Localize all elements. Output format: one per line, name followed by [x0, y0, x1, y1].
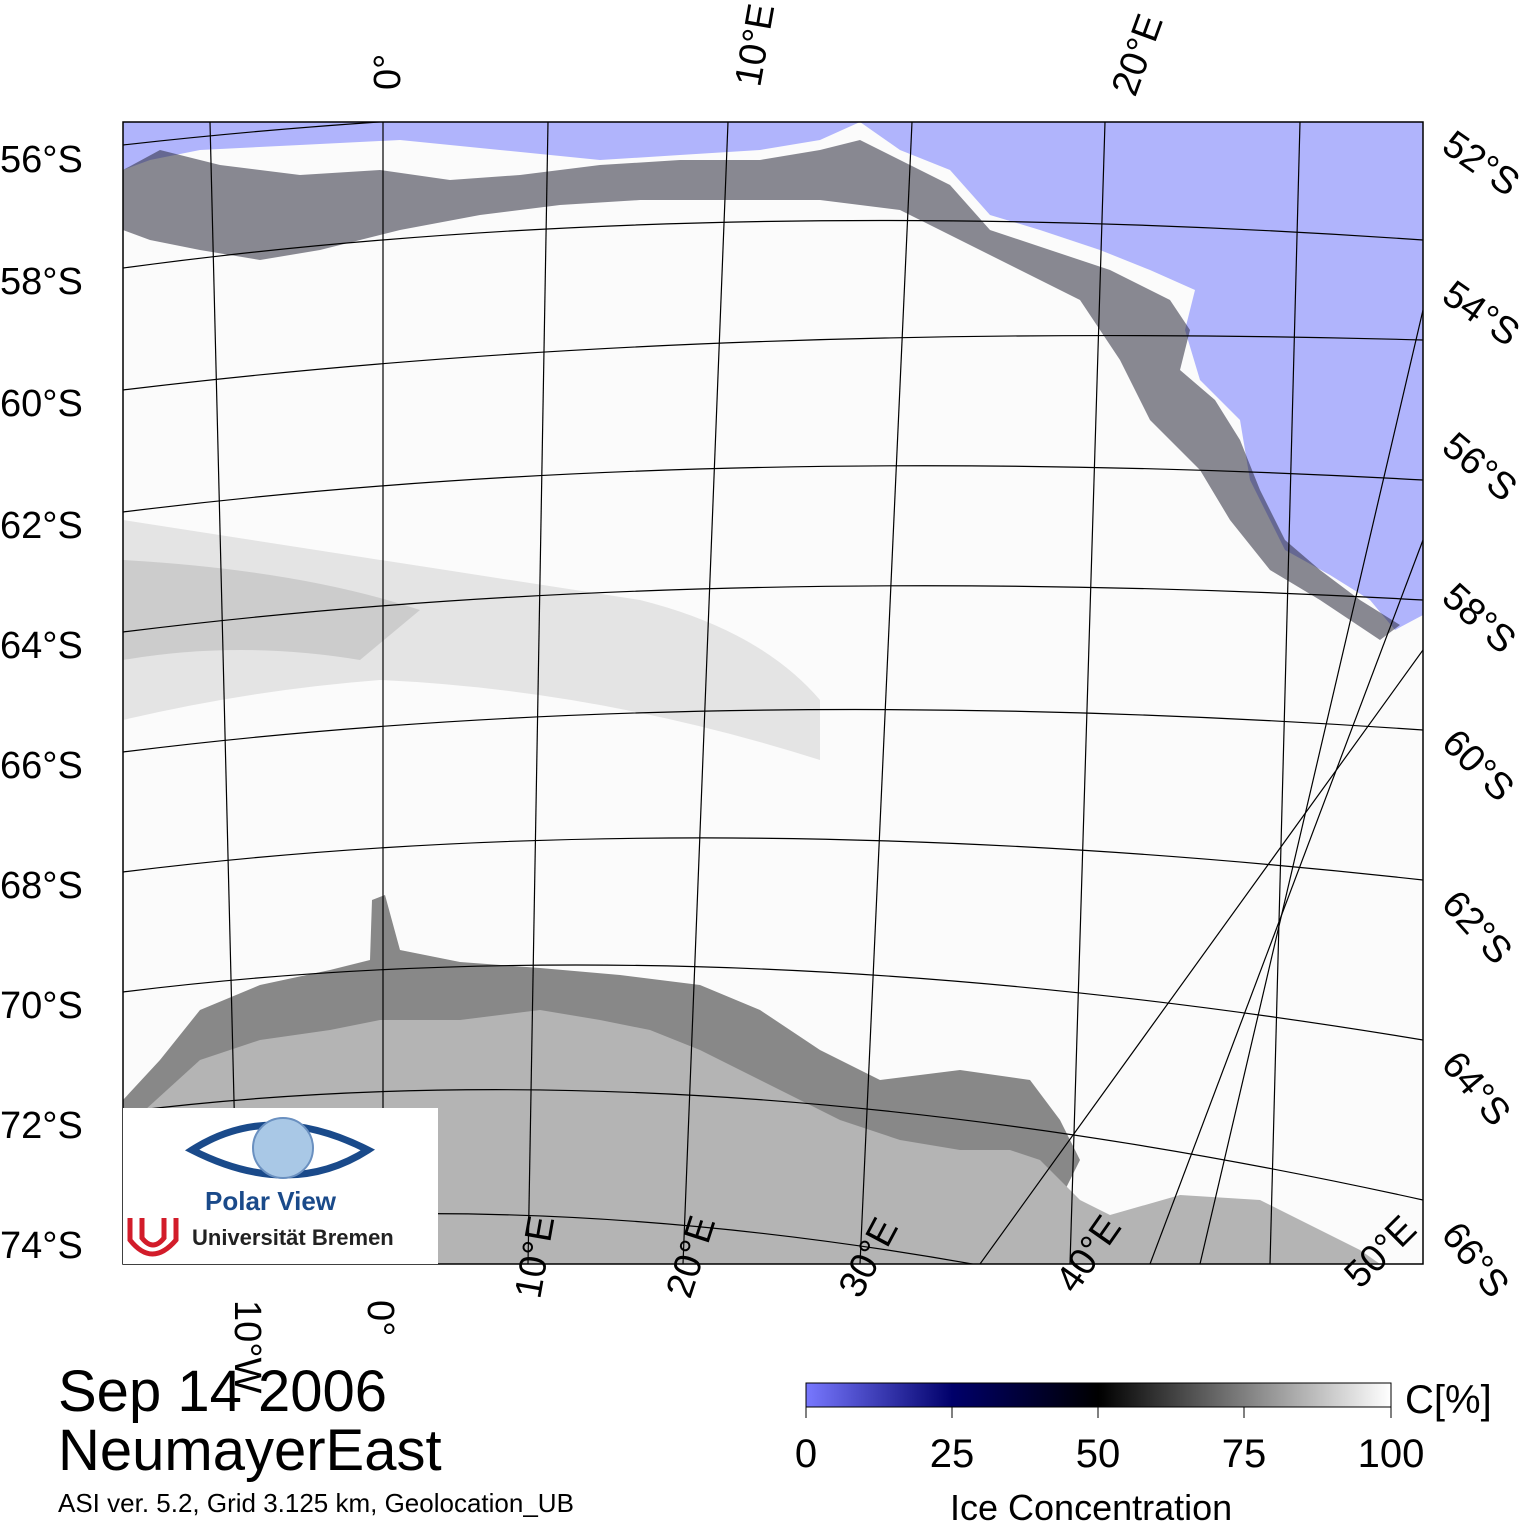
- lat-label: 54°S: [1435, 273, 1527, 355]
- colorbar-unit: C[%]: [1405, 1378, 1492, 1422]
- lat-label: 64°S: [1433, 1044, 1518, 1134]
- lat-label: 66°S: [1433, 1215, 1517, 1306]
- colorbar-tick-label: 50: [1075, 1432, 1121, 1476]
- open-water-area: [860, 122, 1423, 630]
- lat-label: 52°S: [1435, 123, 1527, 205]
- map-region: NeumayerEast: [58, 1418, 442, 1483]
- colorbar-tick-label: 0: [794, 1432, 818, 1476]
- eye-icon: [184, 1121, 376, 1179]
- map-frame: [122, 121, 1424, 1265]
- lat-label: 74°S: [0, 1225, 83, 1267]
- globe-icon: [252, 1117, 314, 1179]
- lat-label: 62°S: [0, 505, 83, 547]
- lat-label: 62°S: [1433, 883, 1520, 973]
- lat-label: 58°S: [0, 261, 83, 303]
- lon-labels-top: 0° 10°E 20°E: [367, 1, 1172, 101]
- lat-labels-right: 52°S 54°S 56°S 58°S 60°S 62°S 64°S 66°S: [1433, 123, 1527, 1306]
- lat-label: 56°S: [0, 139, 83, 181]
- lat-label: 58°S: [1434, 575, 1524, 662]
- lat-label: 70°S: [0, 985, 83, 1027]
- colorbar-ticks: [805, 1407, 1392, 1418]
- colorbar-title: Ice Concentration: [950, 1487, 1233, 1528]
- lon-label: 10°E: [728, 1, 784, 90]
- polar-view-logo: Polar View Universität Bremen: [123, 1108, 438, 1264]
- lat-labels-left: 56°S 58°S 60°S 62°S 64°S 66°S 68°S 70°S …: [0, 139, 83, 1267]
- bremen-u-icon: [127, 1218, 179, 1257]
- lat-label: 60°S: [1434, 722, 1522, 810]
- map-date: Sep 14 2006: [58, 1359, 387, 1424]
- lat-label: 60°S: [0, 383, 83, 425]
- colorbar-gradient: [805, 1382, 1392, 1408]
- marginal-ice-zone: [123, 140, 1400, 640]
- lat-label: 72°S: [0, 1105, 83, 1147]
- lon-label: 10°W: [226, 1300, 268, 1393]
- lat-label: 66°S: [0, 745, 83, 787]
- colorbar-tick-label: 75: [1221, 1432, 1267, 1476]
- colorbar-tick-label: 25: [929, 1432, 975, 1476]
- lat-label: 64°S: [0, 625, 83, 667]
- open-water-strip: [123, 122, 860, 170]
- colorbar-tick-label: 100: [1357, 1432, 1425, 1476]
- lon-label: 0°: [367, 54, 409, 90]
- logo-name: Polar View: [205, 1186, 337, 1216]
- lon-label: 0°: [359, 1300, 401, 1336]
- logo-institution: Universität Bremen: [192, 1225, 394, 1250]
- lon-label: 20°E: [1104, 9, 1172, 101]
- product-info: ASI ver. 5.2, Grid 3.125 km, Geolocation…: [58, 1488, 574, 1518]
- graticule: [123, 122, 1423, 1264]
- lat-label: 56°S: [1434, 425, 1524, 510]
- lat-label: 68°S: [0, 865, 83, 907]
